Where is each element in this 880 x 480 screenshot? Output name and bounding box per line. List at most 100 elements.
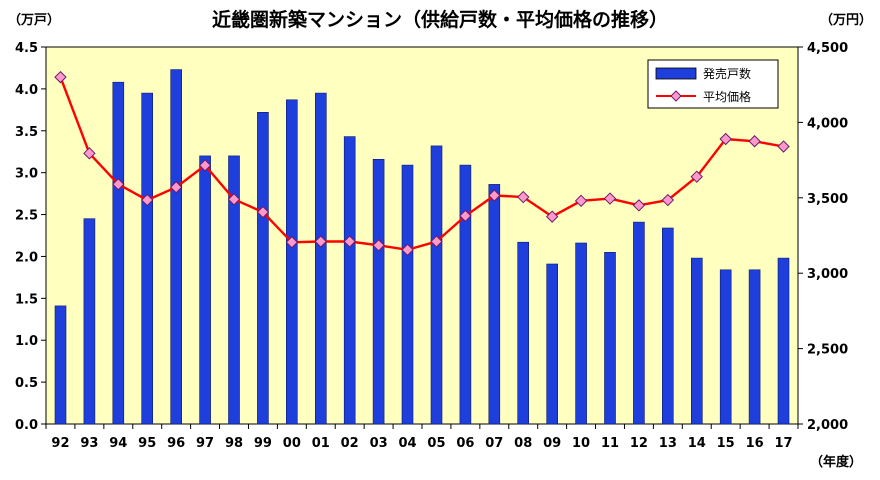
right-tick-label: 2,000 xyxy=(807,418,848,433)
legend: 発売戸数 平均価格 xyxy=(647,59,779,109)
price-point-00 xyxy=(285,236,299,249)
x-tick-label: 05 xyxy=(427,436,445,451)
price-point-17 xyxy=(777,140,790,153)
bar-94 xyxy=(112,81,125,425)
left-tick-label: 3.5 xyxy=(15,125,38,140)
price-point-03 xyxy=(372,239,385,252)
x-tick-label: 15 xyxy=(717,436,735,451)
x-tick-label: 08 xyxy=(514,436,532,451)
right-tick-label: 4,000 xyxy=(807,116,848,131)
bar-99 xyxy=(257,112,269,425)
price-point-12 xyxy=(632,199,646,212)
x-tick-label: 07 xyxy=(485,436,503,451)
right-tick-label: 2,500 xyxy=(807,343,848,358)
left-tick-label: 1.0 xyxy=(15,334,38,349)
x-tick-label: 14 xyxy=(688,436,706,451)
bar-04 xyxy=(401,164,414,425)
legend-line-label: 平均価格 xyxy=(703,89,751,104)
left-tick-label: 2.0 xyxy=(15,250,38,265)
bar-15 xyxy=(719,269,732,425)
legend-line-marker xyxy=(670,90,682,102)
price-point-94 xyxy=(112,178,125,191)
price-point-98 xyxy=(227,193,241,206)
bar-02 xyxy=(343,136,356,425)
x-tick-label: 98 xyxy=(225,436,243,451)
bar-12 xyxy=(633,221,645,425)
price-point-14 xyxy=(690,170,703,183)
left-tick-label: 0.0 xyxy=(15,418,38,433)
price-point-96 xyxy=(169,181,183,194)
bar-16 xyxy=(748,269,761,425)
axes: 0.0 0.5 1.0 1.5 2.0 2.5 3.0 3.5 4.0 4.5 2,000 2,500… xyxy=(15,41,848,451)
left-tick-label: 4.5 xyxy=(15,41,38,56)
x-tick-label: 06 xyxy=(456,436,474,451)
x-tick-label: 11 xyxy=(601,436,619,451)
bar-96 xyxy=(170,69,182,425)
bar-98 xyxy=(228,155,240,425)
bar-13 xyxy=(661,227,674,425)
price-point-95 xyxy=(141,193,154,207)
right-tick-label: 4,500 xyxy=(807,41,848,56)
bar-92 xyxy=(54,305,67,425)
bar-01 xyxy=(314,92,327,425)
chart-title: 近畿圏新築マンション（供給戸数・平均価格の推移） xyxy=(212,8,668,31)
price-point-93 xyxy=(83,147,96,160)
price-point-02 xyxy=(343,235,356,248)
x-tick-label: 99 xyxy=(254,436,272,451)
bar-10 xyxy=(575,242,587,425)
bar-14 xyxy=(690,257,703,425)
bar-09 xyxy=(546,263,559,425)
price-point-92 xyxy=(54,70,67,84)
price-point-07 xyxy=(488,189,501,202)
bar-97 xyxy=(199,155,211,425)
legend-bar-label: 発売戸数 xyxy=(703,66,751,81)
bar-series xyxy=(54,69,790,425)
x-tick-label: 17 xyxy=(774,436,792,451)
x-tick-label: 04 xyxy=(398,436,416,451)
price-point-13 xyxy=(661,193,675,207)
x-tick-label: 00 xyxy=(283,436,301,451)
right-tick-label: 3,000 xyxy=(807,267,848,282)
x-tick-label: 12 xyxy=(630,436,648,451)
bar-06 xyxy=(459,164,472,425)
bar-03 xyxy=(372,159,385,425)
x-tick-label: 13 xyxy=(659,436,677,451)
bar-95 xyxy=(141,92,153,425)
price-point-97 xyxy=(198,159,212,172)
bar-93 xyxy=(83,218,96,425)
price-point-01 xyxy=(314,235,327,248)
x-tick-label: 02 xyxy=(341,436,359,451)
right-axis-unit: （万円） xyxy=(820,12,872,28)
bar-07 xyxy=(488,184,501,425)
x-tick-label: 93 xyxy=(80,436,98,451)
price-point-11 xyxy=(603,192,617,205)
bar-17 xyxy=(777,257,790,425)
x-tick-label: 03 xyxy=(370,436,388,451)
bar-11 xyxy=(604,252,616,425)
x-tick-label: 95 xyxy=(138,436,156,451)
legend-bar-swatch xyxy=(655,67,697,80)
price-point-16 xyxy=(748,135,761,148)
x-tick-label: 16 xyxy=(746,436,764,451)
price-point-04 xyxy=(401,243,414,257)
left-tick-label: 3.0 xyxy=(15,167,38,182)
right-tick-label: 3,500 xyxy=(807,192,848,207)
x-tick-label: 09 xyxy=(543,436,561,451)
left-tick-label: 2.5 xyxy=(15,209,38,224)
price-point-09 xyxy=(545,210,559,223)
price-point-99 xyxy=(256,205,270,219)
price-point-06 xyxy=(459,209,472,223)
price-point-10 xyxy=(574,194,588,208)
x-axis-unit: （年度） xyxy=(810,454,862,470)
x-tick-label: 01 xyxy=(312,436,330,451)
x-tick-label: 92 xyxy=(51,436,69,451)
bar-00 xyxy=(285,99,298,425)
line-series xyxy=(54,70,790,257)
bar-08 xyxy=(517,241,530,425)
left-axis-unit: （万戸） xyxy=(8,12,60,28)
price-point-05 xyxy=(430,235,443,248)
left-tick-label: 1.5 xyxy=(15,292,38,307)
left-tick-label: 4.0 xyxy=(15,83,38,98)
price-point-08 xyxy=(517,190,530,204)
